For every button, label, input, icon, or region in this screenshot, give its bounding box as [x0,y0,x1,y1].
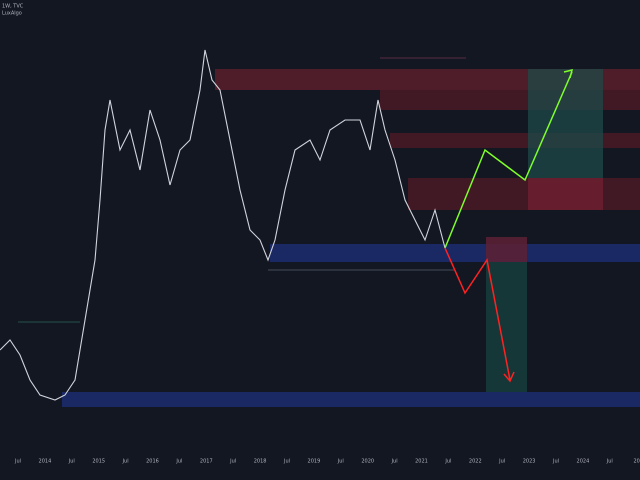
arrow-head [563,68,574,79]
target-box [486,262,527,392]
indicator-label: LuxAlgo [2,11,22,17]
x-tick-label: Jul [122,459,129,465]
x-tick-label: 2022 [469,459,482,465]
x-tick-label: Jul [14,459,21,465]
stop-box [528,178,603,210]
stop-box [486,237,527,262]
x-tick-label: Jul [175,459,182,465]
bearish-projection [444,247,511,381]
x-axis: Jul 2014 Jul 2015 Jul 2016 Jul 2017 Jul 2018 Jul 20… [14,459,640,465]
x-tick-label: Jul [337,459,344,465]
supply-zone [408,178,640,210]
symbol-label: 1W, TVC [2,4,24,10]
x-tick-label: Jul [68,459,75,465]
arrow-head [503,371,515,383]
x-tick-label: 2023 [523,459,536,465]
x-tick-label: 2024 [577,459,590,465]
x-tick-label: Jul [283,459,290,465]
x-tick-label: Jul [552,459,559,465]
bullish-projection [444,71,573,249]
x-tick-label: Jul [606,459,613,465]
x-tick-label: Jul [498,459,505,465]
demand-zone [62,392,640,407]
x-tick-label: 2019 [308,459,321,465]
x-tick-label: 2021 [415,459,428,465]
x-tick-label: 2015 [92,459,105,465]
price-line [0,49,446,401]
x-tick-label: Jul [391,459,398,465]
x-tick-label: 2017 [200,459,213,465]
x-tick-label: 2014 [39,459,52,465]
x-tick-label: 2018 [254,459,267,465]
x-tick-label: Jul [444,459,451,465]
x-tick-label: 20 [634,459,640,465]
x-tick-label: Jul [229,459,236,465]
x-tick-label: 2020 [361,459,374,465]
demand-zone [270,244,640,262]
x-tick-label: 2016 [146,459,159,465]
